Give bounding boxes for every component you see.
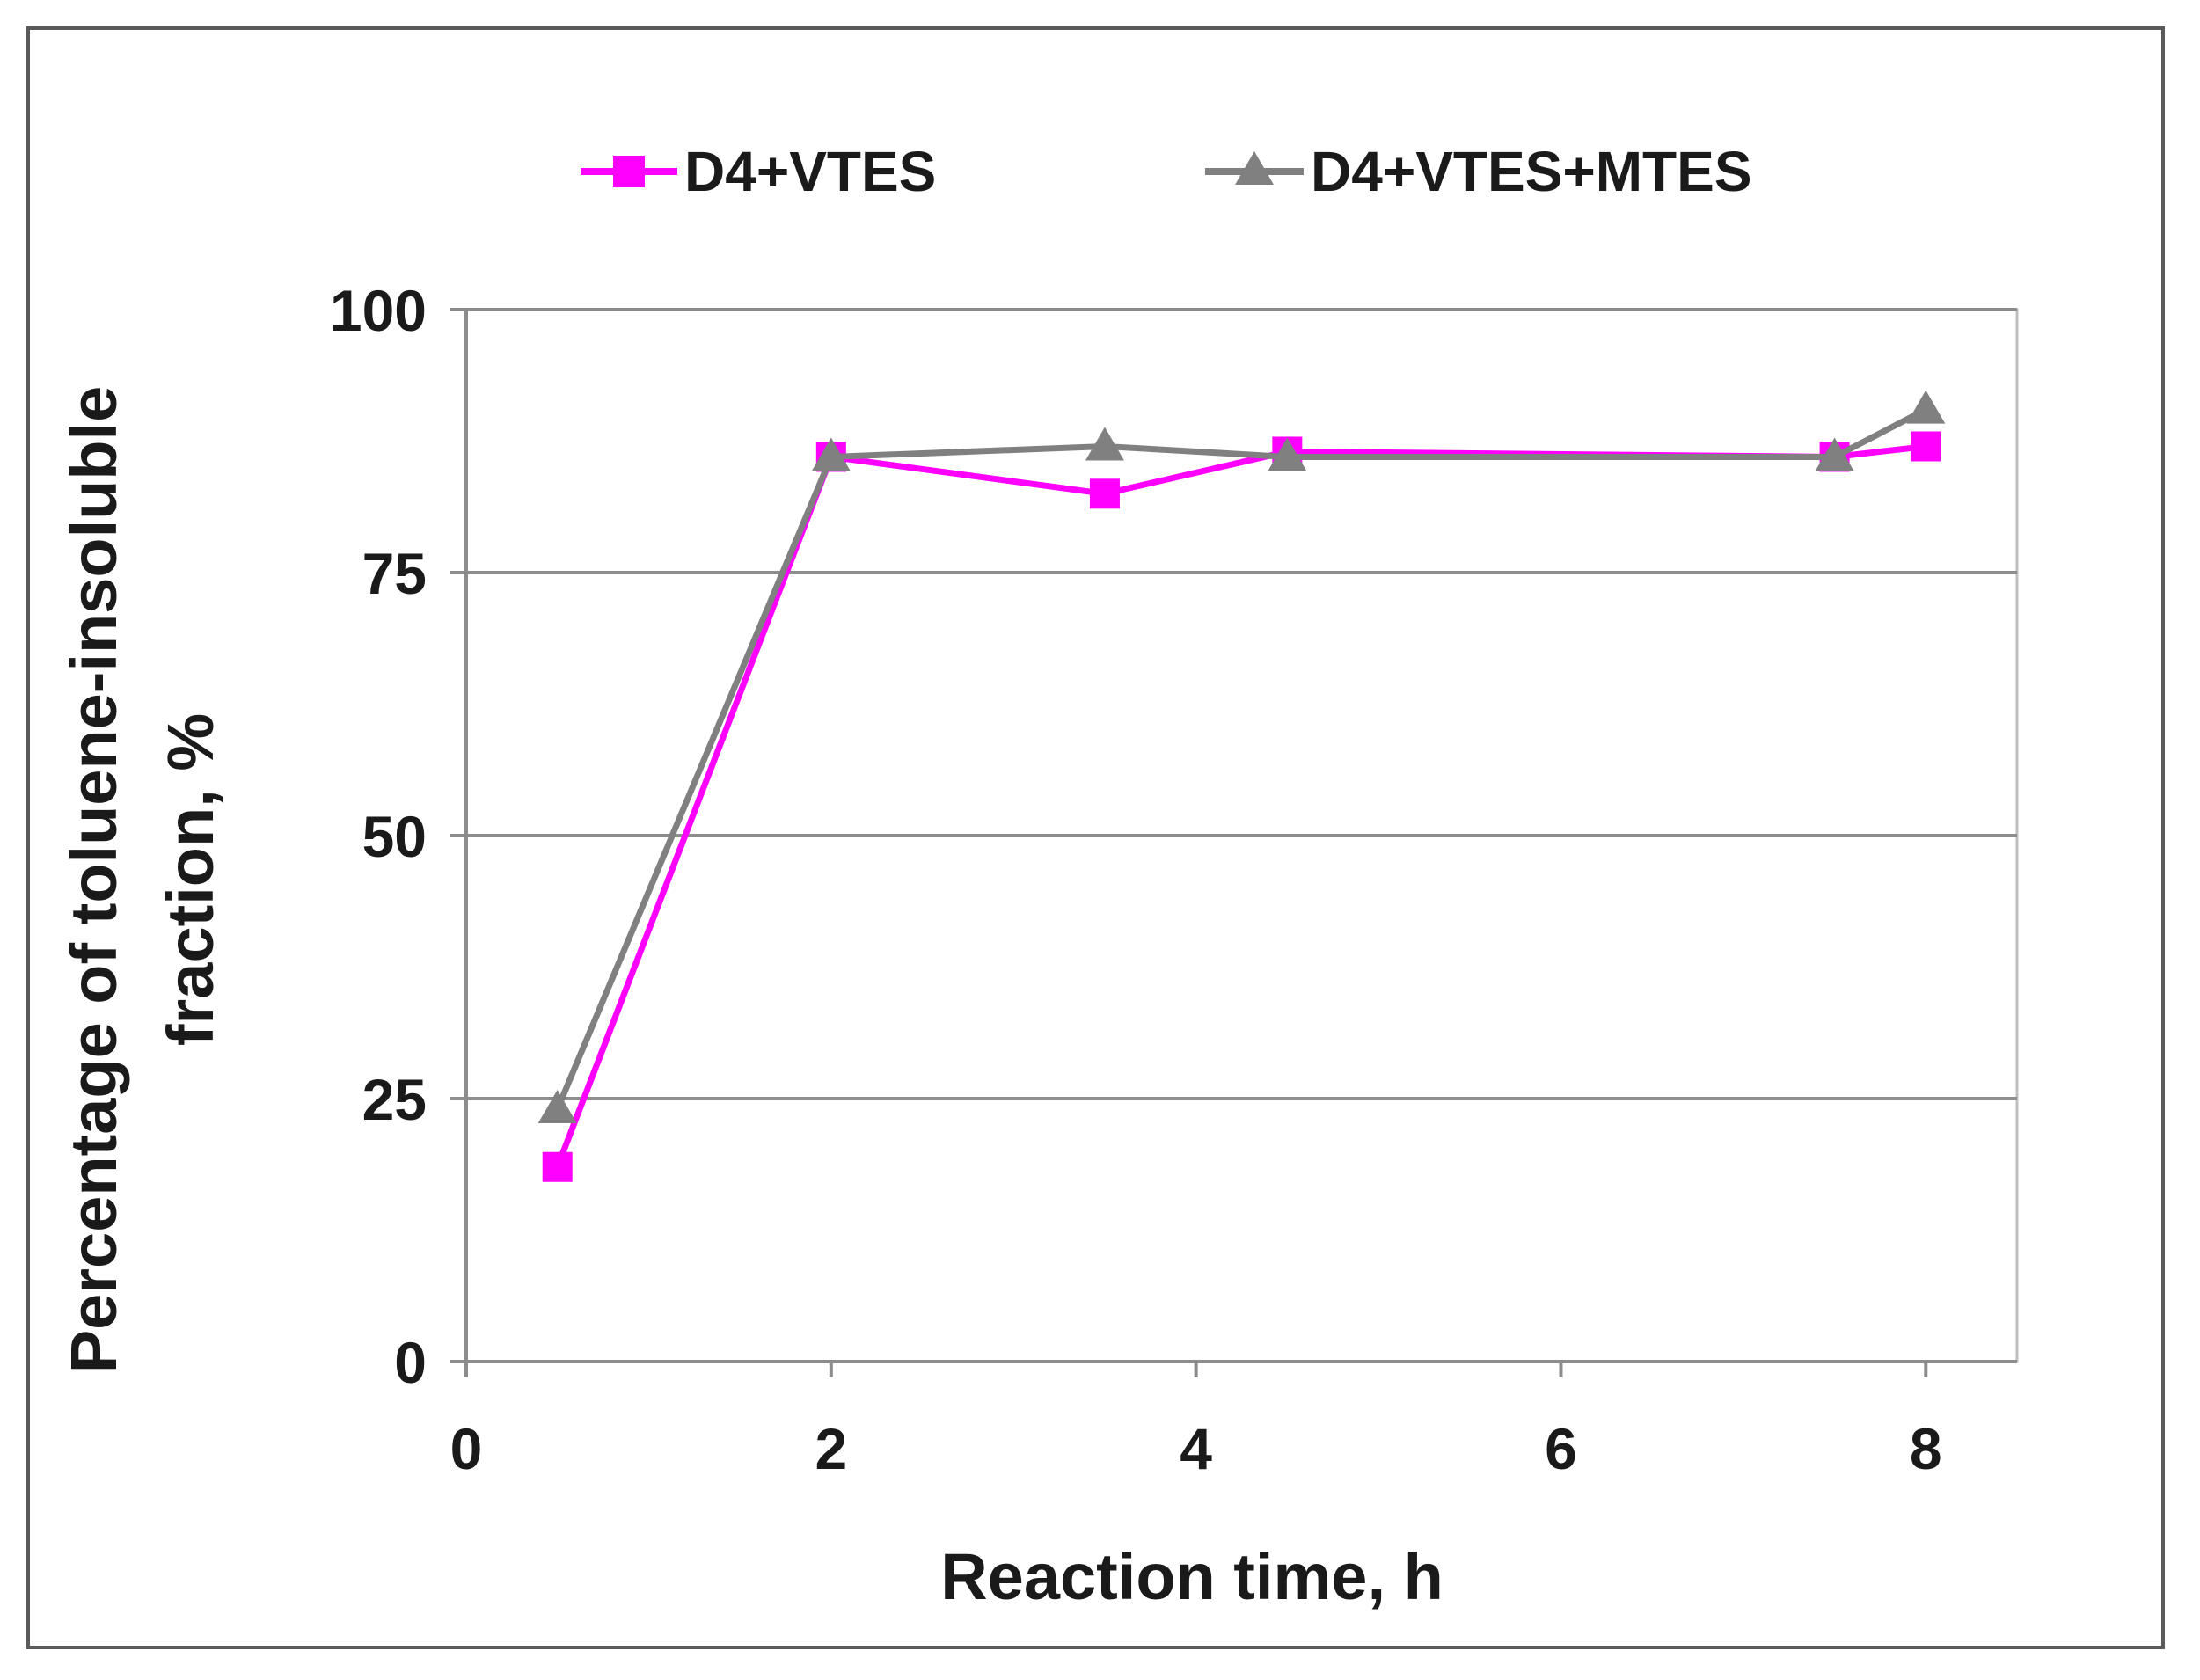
x-tick-label-8: 8 (1910, 1416, 1942, 1481)
legend-marker-triangle (1235, 151, 1274, 185)
data-point-square (1911, 431, 1941, 462)
x-axis-ticks: 0 2 4 6 8 (450, 1362, 1942, 1481)
legend-label-d4-vtes: D4+VTES (684, 140, 936, 203)
data-point-triangle (1906, 390, 1946, 424)
data-series (537, 390, 1946, 1182)
y-axis-ticks: 0 25 50 75 100 (330, 278, 466, 1395)
legend-label-d4-vtes-mtes: D4+VTES+MTES (1311, 140, 1752, 203)
x-tick-label-4: 4 (1180, 1416, 1212, 1481)
x-axis-title: Reaction time, h (940, 1540, 1444, 1613)
series-line-0 (554, 443, 1926, 1168)
series-line-1 (554, 406, 1927, 1111)
y-tick-label-100: 100 (330, 278, 427, 343)
data-point-triangle (537, 1089, 577, 1123)
legend: D4+VTES D4+VTES+MTES (581, 140, 1752, 203)
series-1 (537, 390, 1946, 1123)
y-tick-label-75: 75 (362, 541, 427, 606)
legend-marker-square (613, 156, 645, 187)
y-tick-label-0: 0 (394, 1330, 427, 1395)
data-point-triangle (1085, 427, 1124, 461)
x-tick-label-6: 6 (1545, 1416, 1577, 1481)
gridlines (466, 308, 2017, 1100)
data-point-square (542, 1151, 573, 1182)
x-tick-label-2: 2 (815, 1416, 847, 1481)
y-tick-label-50: 50 (362, 804, 427, 869)
data-point-triangle (1268, 437, 1307, 471)
data-point-triangle (1815, 437, 1854, 471)
y-tick-label-25: 25 (362, 1067, 427, 1132)
data-point-triangle (811, 437, 851, 471)
y-axis-title-line-2: fraction, % (154, 713, 227, 1046)
x-tick-label-0: 0 (450, 1416, 483, 1481)
data-point-square (1089, 478, 1120, 509)
y-axis-title-line-1: Percentage of toluene-insoluble (57, 386, 130, 1374)
